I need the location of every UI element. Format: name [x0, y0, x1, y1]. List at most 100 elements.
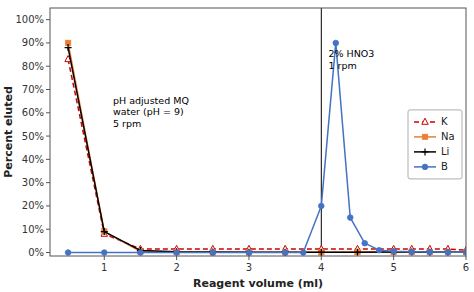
y-axis-label: Percent eluted	[2, 86, 15, 178]
y-tick	[46, 42, 50, 43]
y-tick	[46, 112, 50, 113]
legend-marker	[422, 164, 428, 170]
annotation-line: 5 rpm	[113, 118, 141, 129]
series-point	[300, 250, 306, 256]
vertical-line	[321, 8, 322, 256]
x-tick	[104, 256, 105, 260]
x-tick-label: 4	[318, 262, 324, 273]
series-point	[391, 249, 397, 255]
series-point	[319, 203, 325, 209]
series-point	[318, 249, 325, 256]
series-point	[101, 228, 108, 235]
y-tick	[46, 159, 50, 160]
y-tick-label: 0%	[28, 247, 44, 258]
y-tick	[46, 205, 50, 206]
series-point	[138, 250, 144, 256]
annotation-line: 2% HNO3	[329, 48, 375, 59]
series-point	[209, 249, 216, 256]
series-point	[355, 249, 361, 255]
series-point	[282, 250, 288, 256]
x-tick	[248, 256, 249, 260]
y-tick	[46, 182, 50, 183]
series-point	[246, 249, 252, 255]
annotation: 2% HNO31 rpm	[329, 48, 375, 71]
y-tick	[46, 66, 50, 67]
y-tick-label: 100%	[15, 14, 44, 25]
series-point	[376, 247, 382, 253]
legend-label: K	[441, 116, 448, 127]
x-tick	[393, 256, 394, 260]
plot-background	[50, 8, 466, 256]
legend: K Na Li B	[408, 110, 462, 179]
series-point	[319, 249, 325, 255]
legend-marker	[422, 134, 428, 140]
series-point	[391, 249, 397, 255]
series-point	[246, 250, 252, 256]
series-point	[426, 249, 433, 256]
series-point	[445, 249, 451, 255]
chart: 1234560%10%20%30%40%50%60%70%80%90%100%p…	[0, 0, 474, 292]
y-tick-label: 40%	[22, 154, 44, 165]
x-tick	[176, 256, 177, 260]
x-tick-label: 1	[101, 262, 107, 273]
annotation-line: water (pH = 9)	[113, 106, 184, 117]
y-tick	[46, 89, 50, 90]
x-tick	[466, 256, 467, 260]
series-point	[174, 249, 180, 255]
series-point	[427, 249, 433, 255]
series-point	[362, 240, 368, 246]
series-point	[210, 250, 216, 256]
series-point	[174, 250, 180, 256]
series-point	[65, 250, 71, 256]
series-line	[68, 48, 466, 253]
series-line	[68, 43, 466, 252]
series-point	[65, 44, 72, 51]
y-tick-label: 90%	[22, 37, 44, 48]
plot-frame	[50, 8, 466, 256]
y-tick-label: 60%	[22, 107, 44, 118]
legend-label: Na	[441, 131, 455, 142]
series-point	[101, 229, 107, 235]
legend-label: B	[441, 161, 448, 172]
y-tick-label: 80%	[22, 61, 44, 72]
series-point	[390, 249, 397, 256]
x-tick-label: 3	[246, 262, 252, 273]
series-point	[409, 249, 415, 255]
series-point	[282, 249, 289, 256]
y-tick-label: 50%	[22, 131, 44, 142]
y-tick	[46, 229, 50, 230]
x-tick-label: 5	[390, 262, 396, 273]
annotation-line: 1 rpm	[329, 60, 357, 71]
series-line	[68, 59, 466, 250]
series-point	[409, 249, 415, 255]
y-tick-label: 70%	[22, 84, 44, 95]
y-tick-label: 20%	[22, 200, 44, 211]
x-axis-label: Reagent volume (ml)	[193, 277, 323, 290]
series-point	[101, 250, 107, 256]
series-point	[408, 249, 415, 256]
series-point	[444, 249, 451, 256]
x-tick-label: 6	[463, 262, 469, 273]
y-tick	[46, 252, 50, 253]
annotation-line: pH adjusted MQ	[113, 95, 189, 106]
series-point	[354, 249, 361, 256]
series-point	[445, 249, 451, 255]
y-tick-label: 10%	[22, 224, 44, 235]
plot-data	[65, 8, 466, 256]
annotation: pH adjusted MQwater (pH = 9)5 rpm	[113, 95, 189, 129]
series-point	[245, 249, 252, 256]
series-point	[463, 249, 467, 256]
legend-frame	[408, 110, 462, 179]
series-point	[282, 249, 288, 255]
legend-label: Li	[441, 146, 449, 157]
x-tick	[321, 256, 322, 260]
series-point	[173, 248, 180, 255]
legend-marker	[422, 118, 428, 124]
series-point	[427, 249, 433, 255]
legend-marker	[422, 148, 429, 155]
series-point	[333, 40, 339, 46]
y-tick	[46, 136, 50, 137]
series-line	[68, 43, 466, 253]
series-point	[210, 249, 216, 255]
series-point	[347, 215, 353, 221]
